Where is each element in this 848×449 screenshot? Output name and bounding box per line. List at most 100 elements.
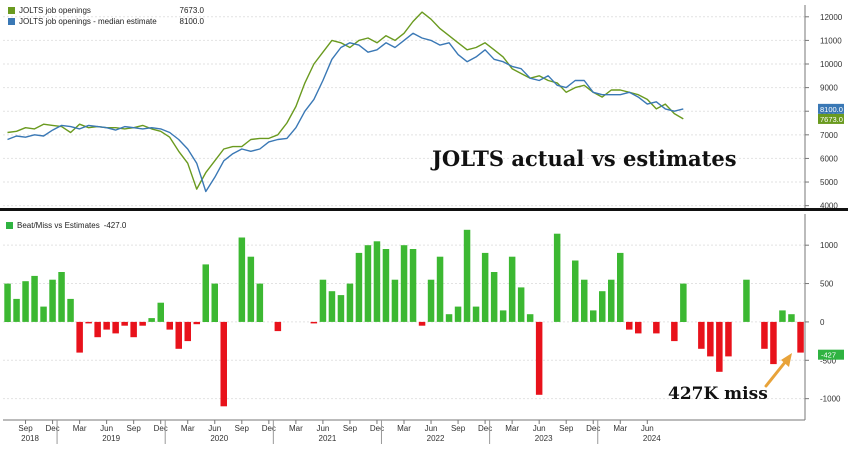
last-value-tag — [818, 103, 844, 114]
x-tick-label: Jun — [641, 424, 654, 433]
beat-bar — [499, 310, 507, 322]
x-tick-label: Sep — [451, 424, 466, 433]
beat-bar — [779, 310, 786, 322]
y-tick-label-bottom: 0 — [820, 318, 825, 327]
x-tick-label: Dec — [154, 424, 168, 433]
beat-bar — [454, 306, 462, 322]
beat-bar — [481, 252, 489, 322]
beat-bar — [319, 279, 327, 322]
x-year-label: 2021 — [319, 434, 337, 443]
beat-bar — [445, 314, 453, 322]
beat-bar — [13, 298, 20, 322]
miss-bar — [418, 321, 426, 326]
y-tick-label-bottom: 1000 — [820, 241, 838, 250]
legend-label-estimate: JOLTS job openings - median estimate — [19, 17, 157, 26]
miss-bar — [184, 321, 191, 342]
beat-bar — [211, 283, 218, 322]
miss-bar — [112, 321, 119, 334]
beat-bar — [409, 249, 417, 322]
last-value-tag-bottom — [818, 349, 844, 360]
beat-bar — [526, 314, 534, 322]
miss-bar — [274, 321, 282, 332]
miss-bar — [193, 321, 200, 325]
x-tick-label: Sep — [18, 424, 33, 433]
x-tick-label: Dec — [45, 424, 59, 433]
last-value-tag-label: 7673.0 — [820, 115, 843, 124]
x-tick-label: Dec — [262, 424, 276, 433]
legend-swatch-beat-miss — [6, 222, 13, 229]
legend-value-beat-miss: -427.0 — [103, 221, 127, 230]
y-tick-label-top: 11000 — [820, 36, 842, 45]
x-tick-label: Sep — [559, 424, 574, 433]
miss-bar — [76, 321, 83, 353]
beat-bar — [337, 295, 345, 322]
beat-bar — [581, 279, 588, 322]
x-year-label: 2022 — [427, 434, 445, 443]
beat-bar — [617, 252, 624, 322]
y-tick-label-bottom: -500 — [820, 356, 837, 365]
miss-bar — [716, 321, 723, 372]
beat-bar — [364, 245, 372, 322]
beat-bar — [67, 298, 74, 322]
legend-value-estimate: 8100.0 — [179, 17, 204, 26]
legend-label-actual: JOLTS job openings — [19, 6, 91, 15]
beat-bar — [355, 252, 363, 322]
x-tick-label: Sep — [343, 424, 358, 433]
beat-bar — [49, 279, 56, 322]
beat-bar — [590, 310, 597, 322]
miss-bar — [770, 321, 777, 365]
beat-bar — [346, 283, 354, 322]
x-tick-label: Jun — [533, 424, 546, 433]
miss-bar — [535, 321, 543, 395]
beat-bar — [400, 245, 408, 322]
miss-bar — [797, 321, 804, 353]
x-year-label: 2019 — [102, 434, 120, 443]
miss-bar — [121, 321, 128, 326]
miss-bar — [175, 321, 182, 349]
chart-headline: JOLTS actual vs estimates — [432, 146, 737, 171]
miss-bar — [139, 321, 146, 326]
y-tick-label-top: 10000 — [820, 60, 843, 69]
x-year-label: 2018 — [21, 434, 39, 443]
miss-bar — [220, 321, 227, 407]
x-tick-label: Jun — [100, 424, 113, 433]
miss-bar — [166, 321, 173, 330]
x-tick-label: Mar — [505, 424, 519, 433]
beat-bar — [788, 314, 795, 322]
miss-bar — [103, 321, 110, 330]
series-line-estimate — [7, 32, 684, 193]
legend-label-beat-miss: Beat/Miss vs Estimates — [17, 221, 100, 230]
beat-bar — [490, 272, 498, 322]
legend-item-actual: JOLTS job openings 7673.0 — [8, 6, 204, 15]
x-tick-label: Mar — [181, 424, 195, 433]
y-tick-label-top: 7000 — [820, 131, 838, 140]
beat-bar — [202, 264, 209, 322]
x-tick-label: Jun — [316, 424, 329, 433]
beat-bar — [157, 302, 164, 322]
miss-bar — [94, 321, 101, 338]
miss-bar — [130, 321, 137, 338]
legend-item-beat-miss: Beat/Miss vs Estimates -427.0 — [6, 221, 126, 230]
beat-bar — [148, 318, 155, 322]
last-value-tag — [818, 113, 844, 124]
miss-bar — [310, 321, 318, 324]
beat-bar — [373, 241, 381, 322]
y-tick-label-top: 5000 — [820, 178, 838, 187]
beat-bar — [391, 279, 399, 322]
legend-value-actual: 7673.0 — [179, 6, 204, 15]
x-tick-label: Sep — [127, 424, 142, 433]
x-tick-label: Jun — [425, 424, 438, 433]
miss-annotation-arrowhead — [781, 353, 792, 367]
x-tick-label: Mar — [613, 424, 627, 433]
miss-bar — [698, 321, 705, 349]
beat-bar — [680, 283, 687, 322]
miss-annotation-arrow — [764, 359, 788, 388]
miss-bar — [635, 321, 642, 334]
legend-swatch-actual — [8, 7, 15, 14]
beat-bar — [743, 279, 750, 322]
miss-bar — [707, 321, 714, 357]
beat-bar — [517, 287, 525, 322]
miss-bar — [626, 321, 633, 330]
x-tick-label: Dec — [586, 424, 600, 433]
beat-bar — [328, 291, 336, 322]
